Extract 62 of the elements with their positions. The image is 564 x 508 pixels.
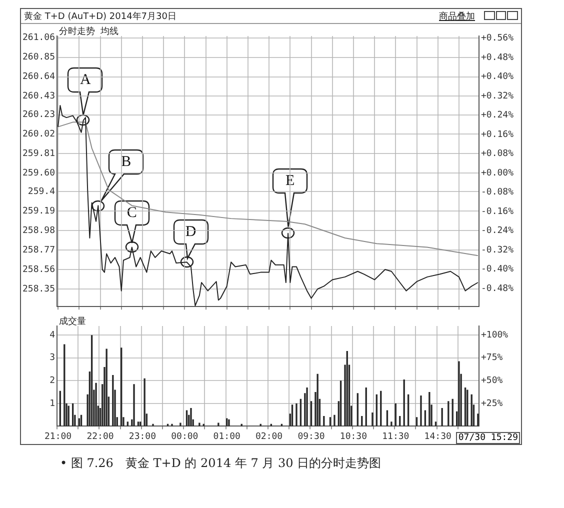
annotation: E xyxy=(284,172,296,190)
x-tick-label: 23:00 xyxy=(128,432,156,442)
y-tick-label: 3 xyxy=(50,353,55,364)
y-tick-label: 258.56 xyxy=(22,264,55,275)
y2-tick-label: +0.48% xyxy=(481,52,514,63)
y-tick-label: 1 xyxy=(50,398,55,409)
y-tick-label: 259.81 xyxy=(22,149,55,160)
x-tick-label: 21:00 xyxy=(44,432,72,442)
y-tick-label: 260.23 xyxy=(22,110,55,120)
x-tick-label: 01:00 xyxy=(213,432,240,442)
x-tick-label: 02:00 xyxy=(256,432,283,442)
y2-tick-label: +0.24% xyxy=(481,110,514,121)
x-tick-label: 09:30 xyxy=(298,432,325,442)
chart-title: 黄金 T+D (AuT+D) 2014年7月30日 xyxy=(24,10,176,23)
text: • 图 7.26 黄金 T+D 的 2014 年 7 月 30 日的分时走势图 xyxy=(60,455,382,472)
chart-subtitle: 分时走势 均线 xyxy=(59,26,119,38)
text: 07/30 15:29 xyxy=(456,432,520,444)
y-tick-label: 258.77 xyxy=(22,245,55,256)
y2-tick-label: +50% xyxy=(481,376,504,386)
y2-tick-label: +0.08% xyxy=(481,149,514,160)
y2-tick-label: +100% xyxy=(481,330,509,340)
y2-tick-label: -0.16% xyxy=(481,206,514,217)
y2-tick-label: -0.24% xyxy=(481,226,514,236)
text: 商品叠加 xyxy=(439,10,475,23)
y-tick-label: 4 xyxy=(50,330,55,340)
y-tick-label: 260.02 xyxy=(22,130,55,140)
y-tick-label: 260.64 xyxy=(22,72,55,82)
x-tick-label: 11:30 xyxy=(382,432,410,442)
x-tick-label: 14:30 xyxy=(424,432,452,442)
point xyxy=(92,200,105,212)
x-tick-label: 22:00 xyxy=(86,432,114,442)
annotation: D xyxy=(184,223,198,242)
y-tick-label: 260.43 xyxy=(22,92,55,102)
y2-tick-label: +0.40% xyxy=(481,72,514,82)
y2-tick-label: -0.48% xyxy=(481,284,514,294)
y2-tick-label: +0.00% xyxy=(481,168,514,178)
annotation: B xyxy=(120,152,132,171)
y-tick-label: 259.19 xyxy=(22,206,55,216)
y2-tick-label: -0.32% xyxy=(481,245,514,256)
y-tick-label: 2 xyxy=(50,376,55,386)
y-tick-label: 260.85 xyxy=(22,52,55,63)
point xyxy=(125,242,138,253)
y-tick-label: 259.4 xyxy=(28,187,55,198)
x-tick-label: 00:00 xyxy=(171,432,198,442)
y2-tick-label: +0.56% xyxy=(481,34,514,44)
annotation: A xyxy=(78,71,92,90)
y2-tick-label: +0.16% xyxy=(481,130,514,140)
point xyxy=(76,114,90,126)
y2-tick-label: -0.40% xyxy=(481,264,514,275)
y2-tick-label: -0.08% xyxy=(481,188,514,198)
chart-title: 成交量 xyxy=(59,316,86,328)
x-tick-label: 10:30 xyxy=(340,432,367,442)
annotation: C xyxy=(126,204,138,222)
y2-tick-label: +75% xyxy=(481,353,504,364)
point xyxy=(180,256,194,268)
y-tick-label: 258.98 xyxy=(22,226,55,236)
point xyxy=(281,228,295,239)
y-tick-label: 259.60 xyxy=(22,168,55,178)
y2-tick-label: +25% xyxy=(481,398,504,409)
y-tick-label: 258.35 xyxy=(22,284,55,294)
y2-tick-label: +0.32% xyxy=(481,91,514,102)
y-tick-label: 261.06 xyxy=(22,33,55,44)
